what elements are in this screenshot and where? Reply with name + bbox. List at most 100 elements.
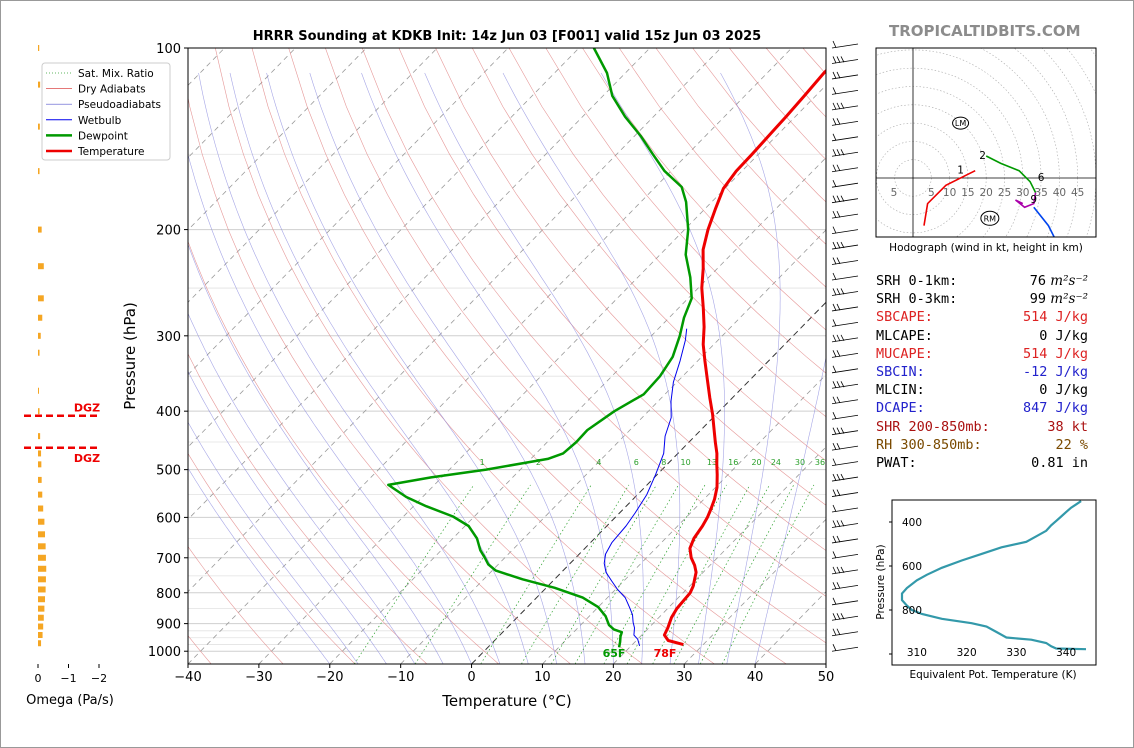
mixing-ratio-line [603,484,706,664]
skewt-frame [187,47,827,665]
storm-motion-rm-marker [980,210,1000,226]
omega-bar [38,226,42,233]
wind-barb [831,74,859,80]
surface-temperature-label: 78F [654,647,677,660]
wind-barb-flag [836,71,841,79]
mixing-ratio-line [626,484,727,664]
stat-value: 0 J/kg [1039,381,1088,399]
storm-motion-lm-label: LM [955,119,966,128]
stat-row: SBCIN: -12 J/kg [876,363,1096,381]
hodograph-ring-label: 5 [928,187,935,199]
y-tick-label: 1000 [148,645,181,660]
wind-barb-flag [832,396,837,404]
dry-adiabat [361,48,826,597]
pseudoadiabat [198,72,501,664]
skewt-title: HRRR Sounding at KDKB Init: 14z Jun 03 [… [253,29,761,44]
hodograph-plot-area: 1 2 69 RM LM 5 5 10 15 20 25 30 35 40 45 [876,48,1096,237]
wind-barb-flag [840,195,845,202]
wind-barb-flag [840,149,845,156]
theta-e-y-tick-label: 600 [902,561,922,573]
legend: Sat. Mix. Ratio Dry Adiabats Pseudoadiabat… [41,62,171,161]
wind-barb-flag [832,226,837,234]
wind-barb-flag [832,442,837,450]
wind-barb [831,306,859,312]
wind-barb-flag [832,427,837,435]
wind-barb [831,430,859,436]
theta-e-profile [900,500,1087,651]
omega-bar [38,586,46,593]
hodograph-ring-label: 30 [1016,187,1029,199]
isotherm-line [188,48,722,593]
storm-motion-rm-label: RM [984,214,997,223]
hodograph-ring-label: 15 [961,187,974,199]
stat-value: 0.81 in [1031,454,1088,472]
pseudoadiabat [600,72,725,664]
pseudoadiabat [188,153,472,664]
wind-barb [831,105,859,111]
stat-value-text: 76 [1029,273,1047,289]
wind-barb-flag [832,334,837,342]
wind-barb-flag [840,102,845,109]
hodograph-ring-label: 10 [943,187,956,199]
dry-adiabat [188,353,428,664]
wind-barb-flag [836,149,841,156]
wind-barb-flag [832,535,837,543]
wind-barb-flag [832,164,837,172]
wind-barb [831,476,859,482]
stat-row: SBCAPE: 514 J/kg [876,308,1096,326]
hodograph-ring-label: 40 [1053,187,1066,199]
wind-barb-flag [832,381,837,389]
x-tick-label: 20 [605,670,622,685]
omega-tick-label: −1 [60,672,76,685]
omega-bar [38,605,45,612]
wind-barb-flag [836,350,841,357]
omega-bar [38,491,43,498]
dry-adiabat [215,48,643,664]
omega-bar [38,408,40,415]
dry-adiabat [188,546,284,664]
wind-barb [831,291,859,296]
wind-barb-flag [836,288,841,295]
wind-barb [831,322,859,327]
x-tick-label: −40 [174,670,201,685]
pseudoadiabat [188,467,331,664]
mixing-ratio-line [574,484,679,664]
stat-label: DCAPE: [876,400,925,417]
wind-barb [831,523,859,528]
hodograph-ring-label: 5 [891,187,898,199]
wind-barb-flag [840,334,845,341]
x-tick-label: −10 [387,670,414,685]
y-tick-label: 600 [156,511,181,526]
y-tick-label: 800 [156,587,181,602]
wind-barb [831,120,859,126]
wind-barb [831,167,859,173]
y-tick-label: 400 [156,405,181,420]
dewpoint-profile [387,48,693,648]
pseudoadiabat [188,243,444,664]
stat-value-text: 0.81 in [1031,454,1088,471]
omega-panel: 0 −1 −2 Omega (Pa/s) DGZ DGZ [24,45,114,708]
wind-barb [831,600,859,606]
wind-barb [831,538,859,544]
wind-barb-flag [836,442,841,450]
x-tick-label: 30 [676,670,693,685]
wind-barb-flag [836,118,841,125]
wind-barb-flag [832,473,837,481]
wind-barb-flag [840,520,845,527]
theta-e-x-tick-label: 310 [907,647,927,659]
omega-bar [38,554,46,561]
hodograph-ring-label: 45 [1071,187,1084,199]
x-tick-label: 50 [818,670,835,685]
legend-entry: Dewpoint [78,130,128,142]
mixing-ratio-line [721,484,815,664]
stat-value-text: 22 % [1055,436,1088,453]
omega-bar [38,565,47,572]
omega-bar [38,461,42,468]
wind-barb [831,136,859,142]
wind-barb [831,414,859,420]
wind-barb-flag [832,551,837,559]
hodograph-ring-label: 35 [1034,187,1047,199]
wind-barb-flag [832,257,837,265]
stat-label: SHR 200-850mb: [876,418,990,435]
wind-barb [831,352,859,358]
